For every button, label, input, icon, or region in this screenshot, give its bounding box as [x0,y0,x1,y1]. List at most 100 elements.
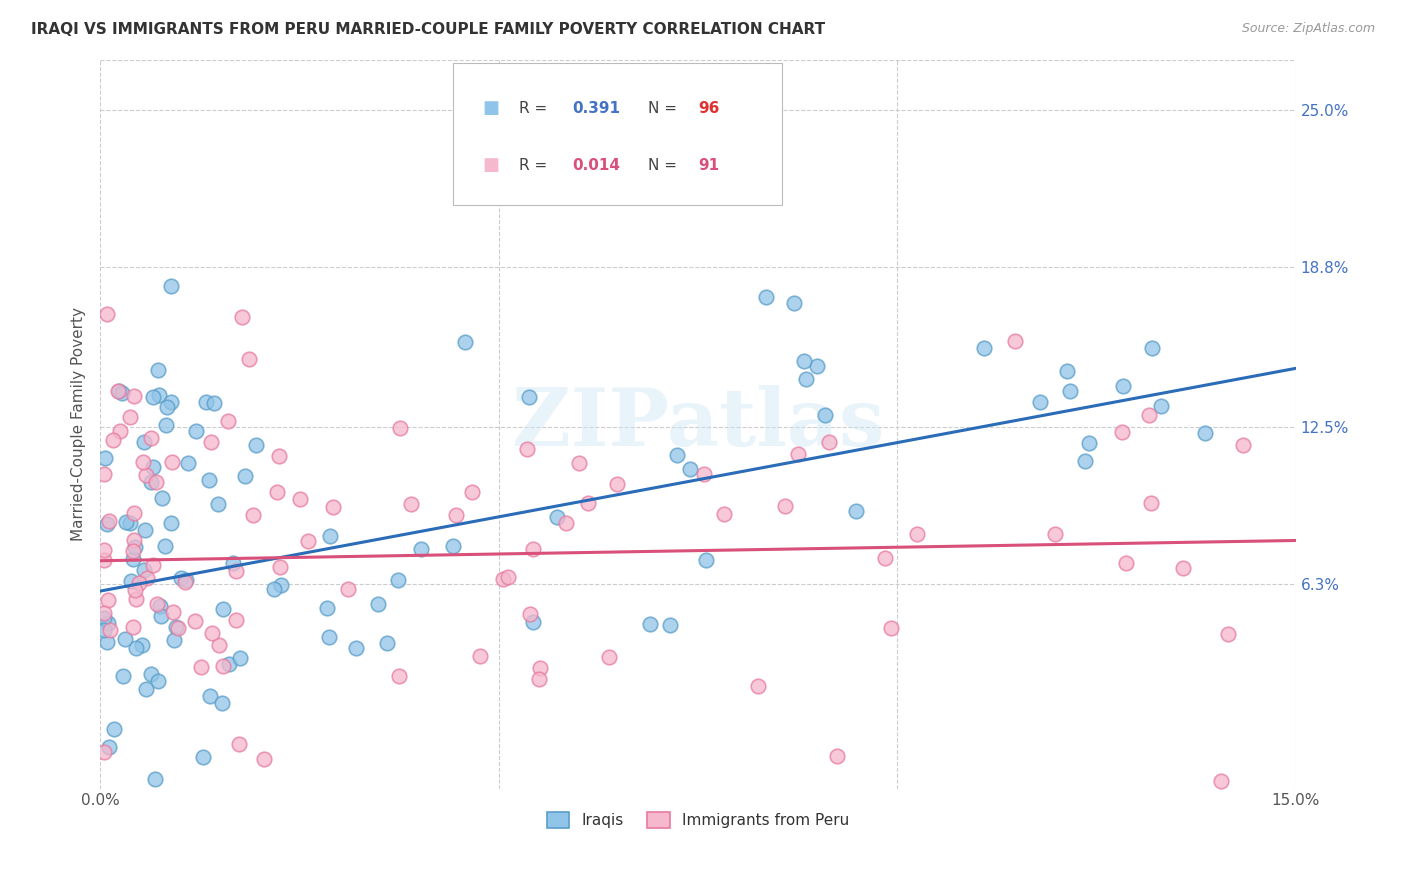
Point [461,485,484,500]
Point [1140,341,1163,355]
Point [141,431,163,445]
Point [141,667,163,681]
Point [228,737,250,751]
Point [160,394,183,409]
Text: 0.014: 0.014 [572,158,620,173]
Point [796,372,818,386]
Point [93,553,115,567]
Point [388,669,411,683]
Point [135,467,157,482]
Point [150,491,173,505]
Point [290,491,312,506]
Point [198,689,221,703]
Point [200,434,222,449]
Point [253,752,276,766]
Point [787,446,810,460]
Point [1115,556,1137,570]
Point [124,591,146,606]
Text: ■: ■ [482,156,499,174]
Point [318,630,340,644]
Point [190,659,212,673]
Point [103,723,125,737]
Point [97,615,120,630]
Point [1028,395,1050,409]
Point [818,434,841,449]
Point [150,609,173,624]
Point [96,634,118,648]
Point [225,613,247,627]
Point [177,456,200,470]
Point [773,499,796,513]
Point [135,682,157,697]
Point [409,542,432,557]
Point [162,606,184,620]
Point [519,607,541,621]
Point [184,615,207,629]
Point [1150,399,1173,413]
Point [146,363,169,377]
Point [233,468,256,483]
Point [1056,364,1078,378]
Point [107,384,129,398]
Point [98,623,121,637]
Point [546,510,568,524]
Point [118,516,141,530]
Point [97,593,120,607]
Point [806,359,828,374]
Point [93,745,115,759]
Point [1059,384,1081,398]
Point [516,442,538,456]
Point [165,620,187,634]
Point [96,307,118,321]
Point [134,523,156,537]
Point [174,574,197,589]
Point [108,424,131,438]
Point [121,552,143,566]
Point [142,460,165,475]
Text: 0.391: 0.391 [572,101,620,116]
Point [1140,495,1163,509]
Point [142,558,165,572]
Point [94,451,117,466]
Point [1232,438,1254,452]
Point [96,516,118,531]
Point [93,467,115,482]
Point [207,497,229,511]
Point [468,649,491,664]
Point [162,455,184,469]
Point [125,640,148,655]
Point [598,650,620,665]
Point [498,569,520,583]
FancyBboxPatch shape [453,63,782,205]
Point [747,680,769,694]
Point [139,475,162,490]
Text: N =: N = [648,158,682,173]
Point [492,573,515,587]
Point [692,467,714,482]
Point [576,496,599,510]
Point [202,396,225,410]
Point [98,740,121,755]
Point [522,542,544,557]
Point [211,696,233,710]
Point [238,352,260,367]
Point [1111,425,1133,439]
Point [270,578,292,592]
Point [212,601,235,615]
Point [344,641,367,656]
Point [122,389,145,403]
Point [201,626,224,640]
Point [134,563,156,577]
Point [640,617,662,632]
Point [387,573,409,587]
Point [315,601,337,615]
Point [145,475,167,490]
Point [208,638,231,652]
Point [191,749,214,764]
Point [517,391,540,405]
Point [319,529,342,543]
Point [122,533,145,547]
Point [1211,773,1233,788]
Point [873,550,896,565]
Point [522,615,544,630]
